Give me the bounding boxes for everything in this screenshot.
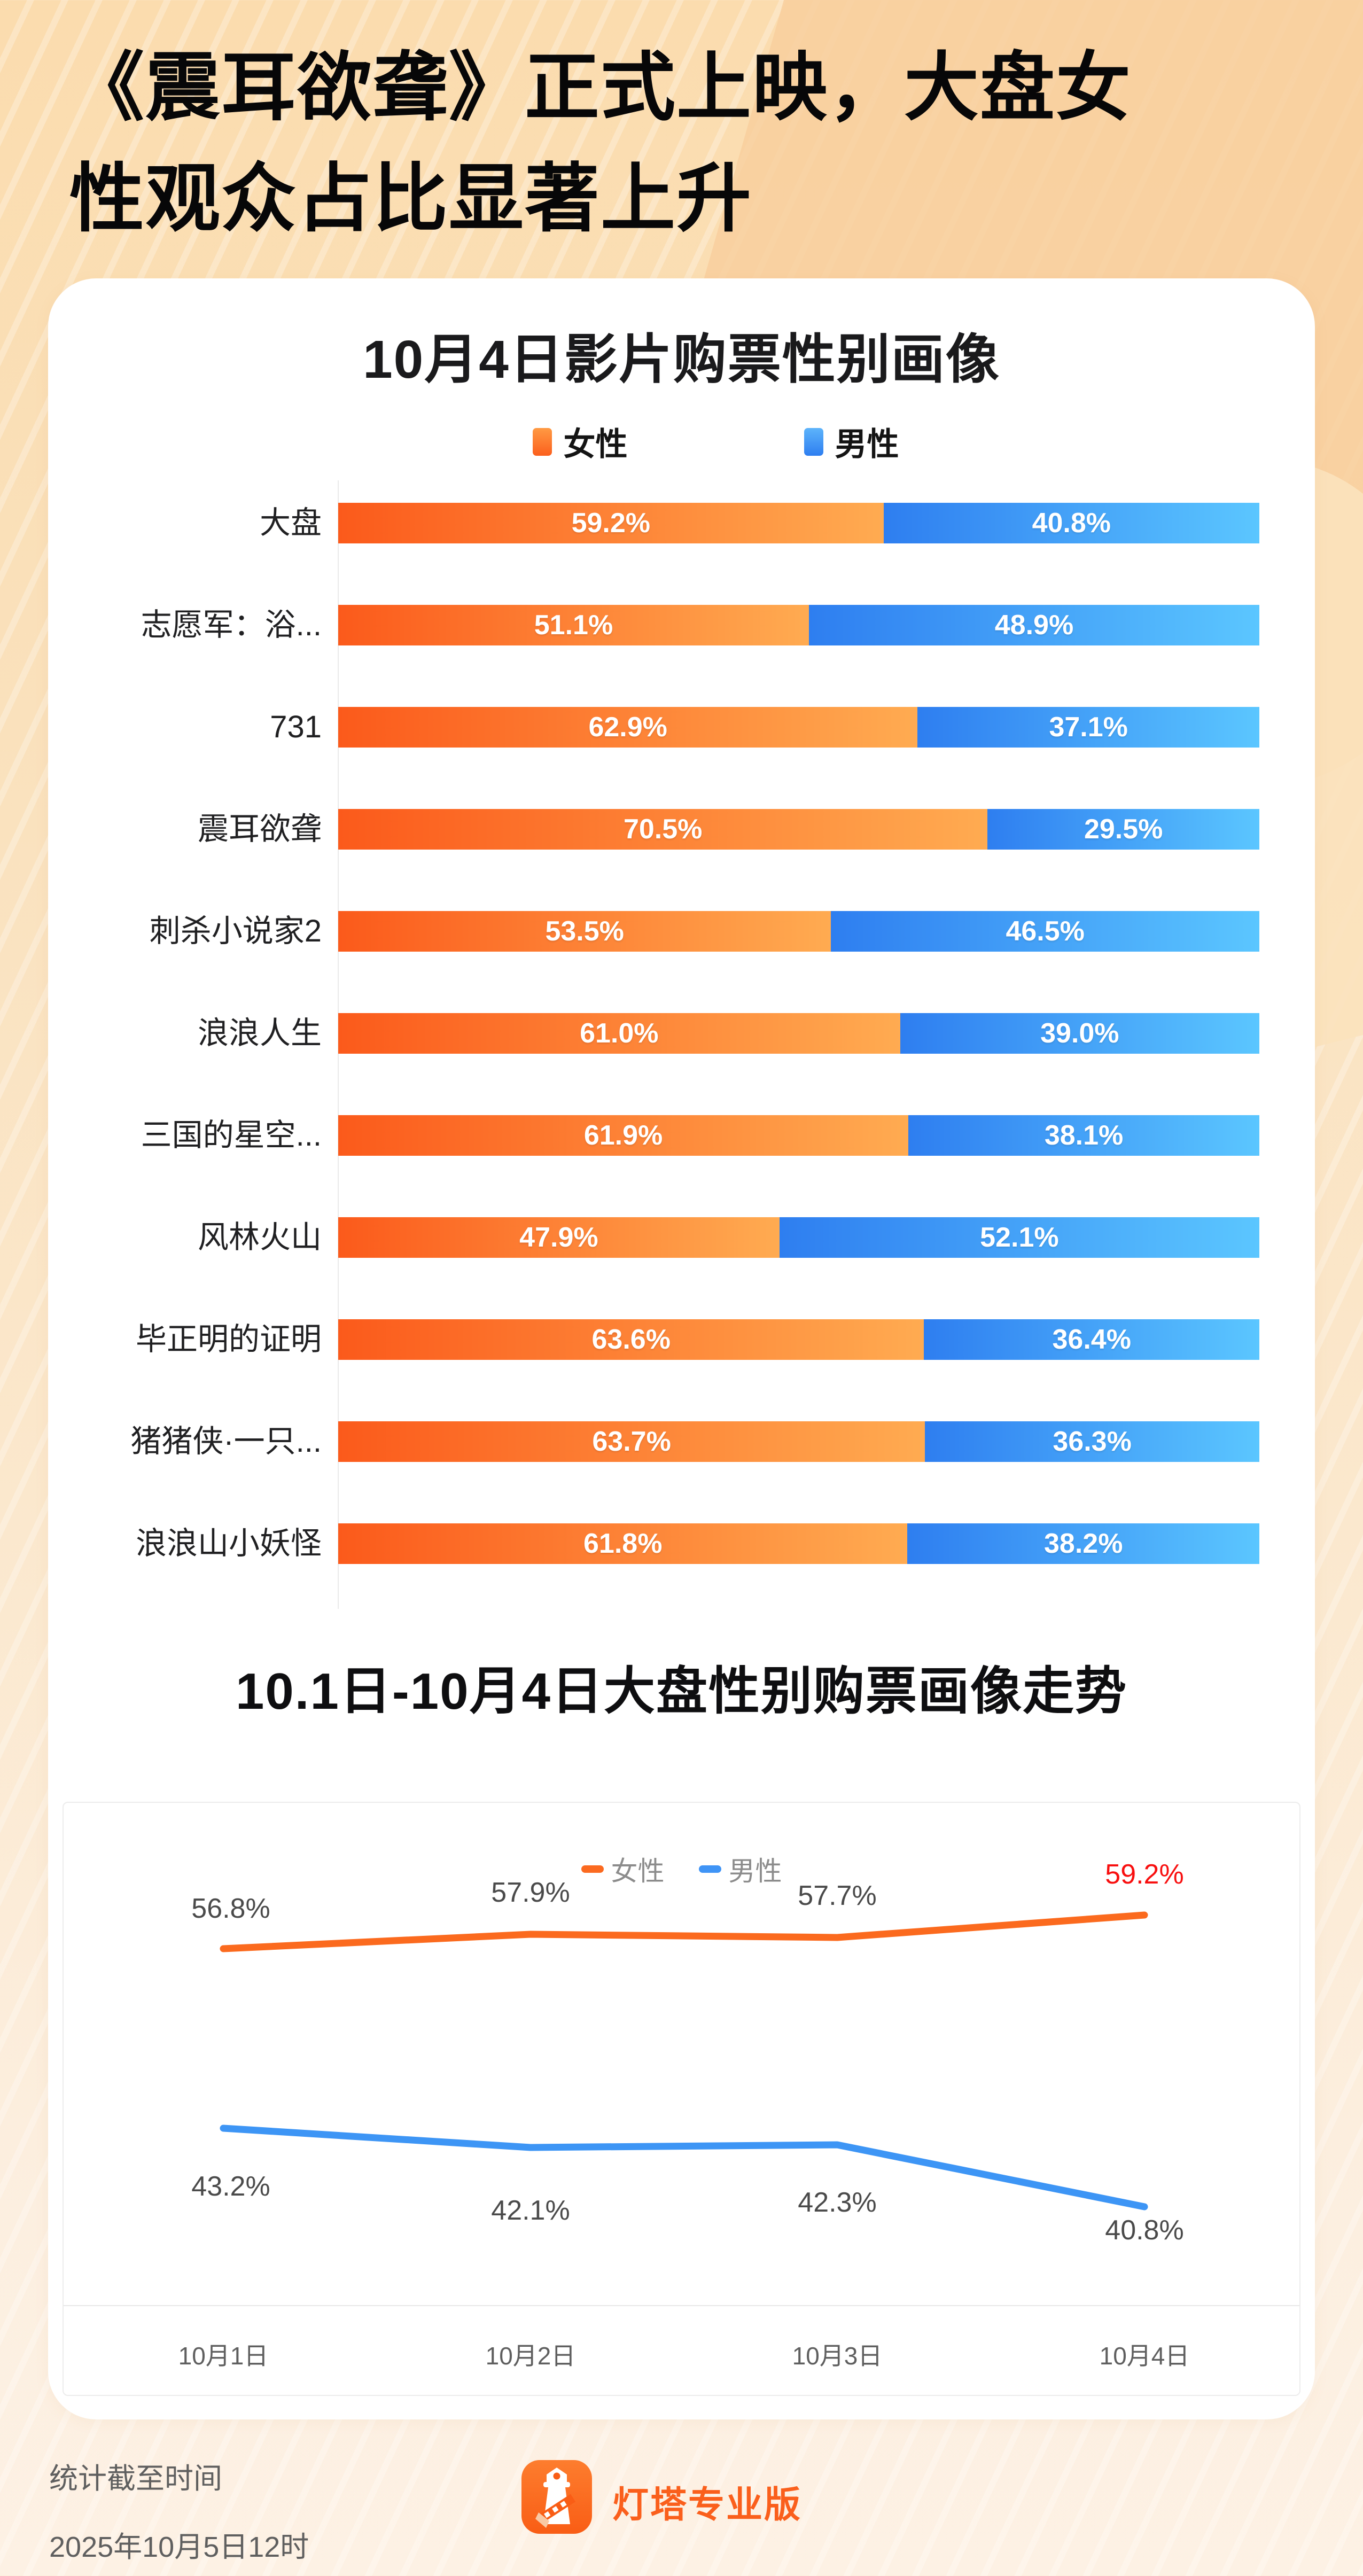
female-legend-label: 女性	[563, 426, 628, 462]
female-share-segment: 61.9%	[338, 1115, 909, 1156]
brand-name: 灯塔专业版	[612, 2485, 803, 2525]
movie-label: 浪浪山小妖怪	[135, 1526, 322, 1561]
female-legend-label: 女性	[611, 1856, 665, 1886]
stacked-bar: 53.5% 46.5%	[338, 911, 1259, 952]
page-title-line1: 《震耳欲聋》正式上映，大盘女	[69, 45, 1132, 129]
movie-label: 731	[270, 710, 322, 744]
male-share-segment: 38.1%	[908, 1115, 1259, 1156]
movie-label: 震耳欲聋	[197, 812, 322, 846]
stacked-bar: 63.6% 36.4%	[338, 1319, 1259, 1360]
legend-item-female: 女性	[581, 1850, 665, 1888]
female-share-segment: 62.9%	[338, 707, 918, 748]
male-share-segment: 48.9%	[808, 605, 1259, 645]
bar-row: 浪浪山小妖怪 61.8% 38.2%	[48, 1523, 1315, 1564]
movie-label: 风林火山	[197, 1220, 322, 1255]
female-share-segment: 61.0%	[338, 1013, 900, 1054]
stacked-bar: 61.9% 38.1%	[338, 1115, 1259, 1156]
legend-item-female: 女性	[532, 418, 628, 465]
stacked-bar: 47.9% 52.1%	[338, 1217, 1259, 1258]
movie-label: 浪浪人生	[197, 1016, 322, 1050]
bar-row: 毕正明的证明 63.6% 36.4%	[48, 1319, 1315, 1360]
female-trend-line	[220, 1911, 1148, 1952]
x-axis-divider	[64, 2305, 1299, 2306]
female-share-segment: 63.7%	[338, 1421, 925, 1462]
footer-timestamp: 2025年10月5日12时	[49, 2531, 309, 2563]
stacked-bar: 63.7% 36.3%	[338, 1421, 1259, 1462]
footer-caption: 统计截至时间	[49, 2463, 222, 2495]
lighthouse-logo-icon	[521, 2460, 592, 2534]
legend-item-male: 男性	[698, 1850, 782, 1888]
male-share-segment: 29.5%	[987, 809, 1259, 850]
bar-row: 猪猪侠·一只... 63.7% 36.3%	[48, 1421, 1315, 1462]
female-line-swatch	[581, 1865, 604, 1873]
female-legend-swatch	[532, 427, 552, 456]
bar-row: 731 62.9% 37.1%	[48, 707, 1315, 748]
bar-row: 风林火山 47.9% 52.1%	[48, 1217, 1315, 1258]
x-axis-label: 10月2日	[485, 2342, 576, 2370]
stacked-bar: 51.1% 48.9%	[338, 605, 1259, 645]
male-legend-label: 男性	[835, 426, 899, 462]
bar-row: 志愿军：浴... 51.1% 48.9%	[48, 605, 1315, 645]
bar-chart-title: 10月4日影片购票性别画像	[363, 330, 1000, 390]
male-share-segment: 36.4%	[924, 1319, 1259, 1360]
male-legend-label: 男性	[728, 1856, 782, 1886]
male-line-swatch	[698, 1865, 721, 1873]
male-point-label: 42.3%	[798, 2187, 877, 2218]
x-axis-label: 10月3日	[792, 2342, 883, 2370]
male-point-label: 40.8%	[1105, 2215, 1184, 2246]
male-share-segment: 52.1%	[779, 1217, 1259, 1258]
bar-row: 浪浪人生 61.0% 39.0%	[48, 1013, 1315, 1054]
male-share-segment: 46.5%	[831, 911, 1259, 952]
legend-item-male: 男性	[804, 418, 899, 465]
male-legend-swatch	[804, 427, 823, 456]
male-share-segment: 40.8%	[883, 503, 1259, 543]
bar-row: 震耳欲聋 70.5% 29.5%	[48, 809, 1315, 850]
stacked-bar: 59.2% 40.8%	[338, 503, 1259, 543]
trend-chart-legend: 女性 男性	[64, 1850, 1299, 1888]
female-share-segment: 61.8%	[338, 1523, 908, 1564]
movie-label: 三国的星空...	[141, 1118, 322, 1153]
movie-label: 毕正明的证明	[135, 1322, 322, 1357]
movie-label: 刺杀小说家2	[149, 914, 322, 948]
female-point-label: 57.9%	[491, 1877, 570, 1908]
movie-label: 志愿军：浴...	[141, 608, 322, 642]
content-card: 10月4日影片购票性别画像 女性 男性 大盘 59.2% 40.8% 志愿军：浴…	[48, 278, 1315, 2419]
x-axis-label: 10月4日	[1099, 2342, 1190, 2370]
female-point-label-highlight: 59.2%	[1105, 1859, 1184, 1890]
male-share-segment: 39.0%	[900, 1013, 1259, 1054]
stacked-bar: 70.5% 29.5%	[338, 809, 1259, 850]
male-share-segment: 38.2%	[907, 1523, 1259, 1564]
page-title-line2: 性观众占比显著上升	[69, 157, 753, 240]
male-share-segment: 36.3%	[925, 1421, 1259, 1462]
page-title: 《震耳欲聋》正式上映，大盘女 性观众占比显著上升	[69, 32, 1314, 254]
movie-label: 大盘	[259, 505, 322, 540]
female-share-segment: 53.5%	[338, 911, 831, 952]
bar-row: 刺杀小说家2 53.5% 46.5%	[48, 911, 1315, 952]
bar-row: 大盘 59.2% 40.8%	[48, 503, 1315, 543]
male-point-label: 43.2%	[191, 2171, 270, 2202]
bar-chart-legend: 女性 男性	[82, 418, 1349, 465]
x-axis-label: 10月1日	[178, 2342, 269, 2370]
trend-chart-title: 10.1日-10月4日大盘性别购票画像走势	[236, 1663, 1127, 1720]
female-point-label: 57.7%	[798, 1880, 877, 1911]
male-trend-line	[220, 2124, 1148, 2211]
female-share-segment: 47.9%	[338, 1217, 780, 1258]
stacked-bar: 61.8% 38.2%	[338, 1523, 1259, 1564]
male-share-segment: 37.1%	[917, 707, 1259, 748]
movie-label: 猪猪侠·一只...	[130, 1424, 322, 1459]
stacked-bar: 62.9% 37.1%	[338, 707, 1259, 748]
male-point-label: 42.1%	[491, 2195, 570, 2226]
trend-line-plot	[220, 1911, 1148, 2211]
female-share-segment: 51.1%	[338, 605, 809, 645]
stacked-bar: 61.0% 39.0%	[338, 1013, 1259, 1054]
female-share-segment: 70.5%	[338, 809, 988, 850]
female-share-segment: 63.6%	[338, 1319, 924, 1360]
female-point-label: 56.8%	[191, 1893, 270, 1924]
female-share-segment: 59.2%	[338, 503, 884, 543]
bar-row: 三国的星空... 61.9% 38.1%	[48, 1115, 1315, 1156]
trend-chart-card: 女性 男性 56.8% 57.9% 57.7% 59.2% 43.2% 42.1…	[63, 1802, 1300, 2396]
